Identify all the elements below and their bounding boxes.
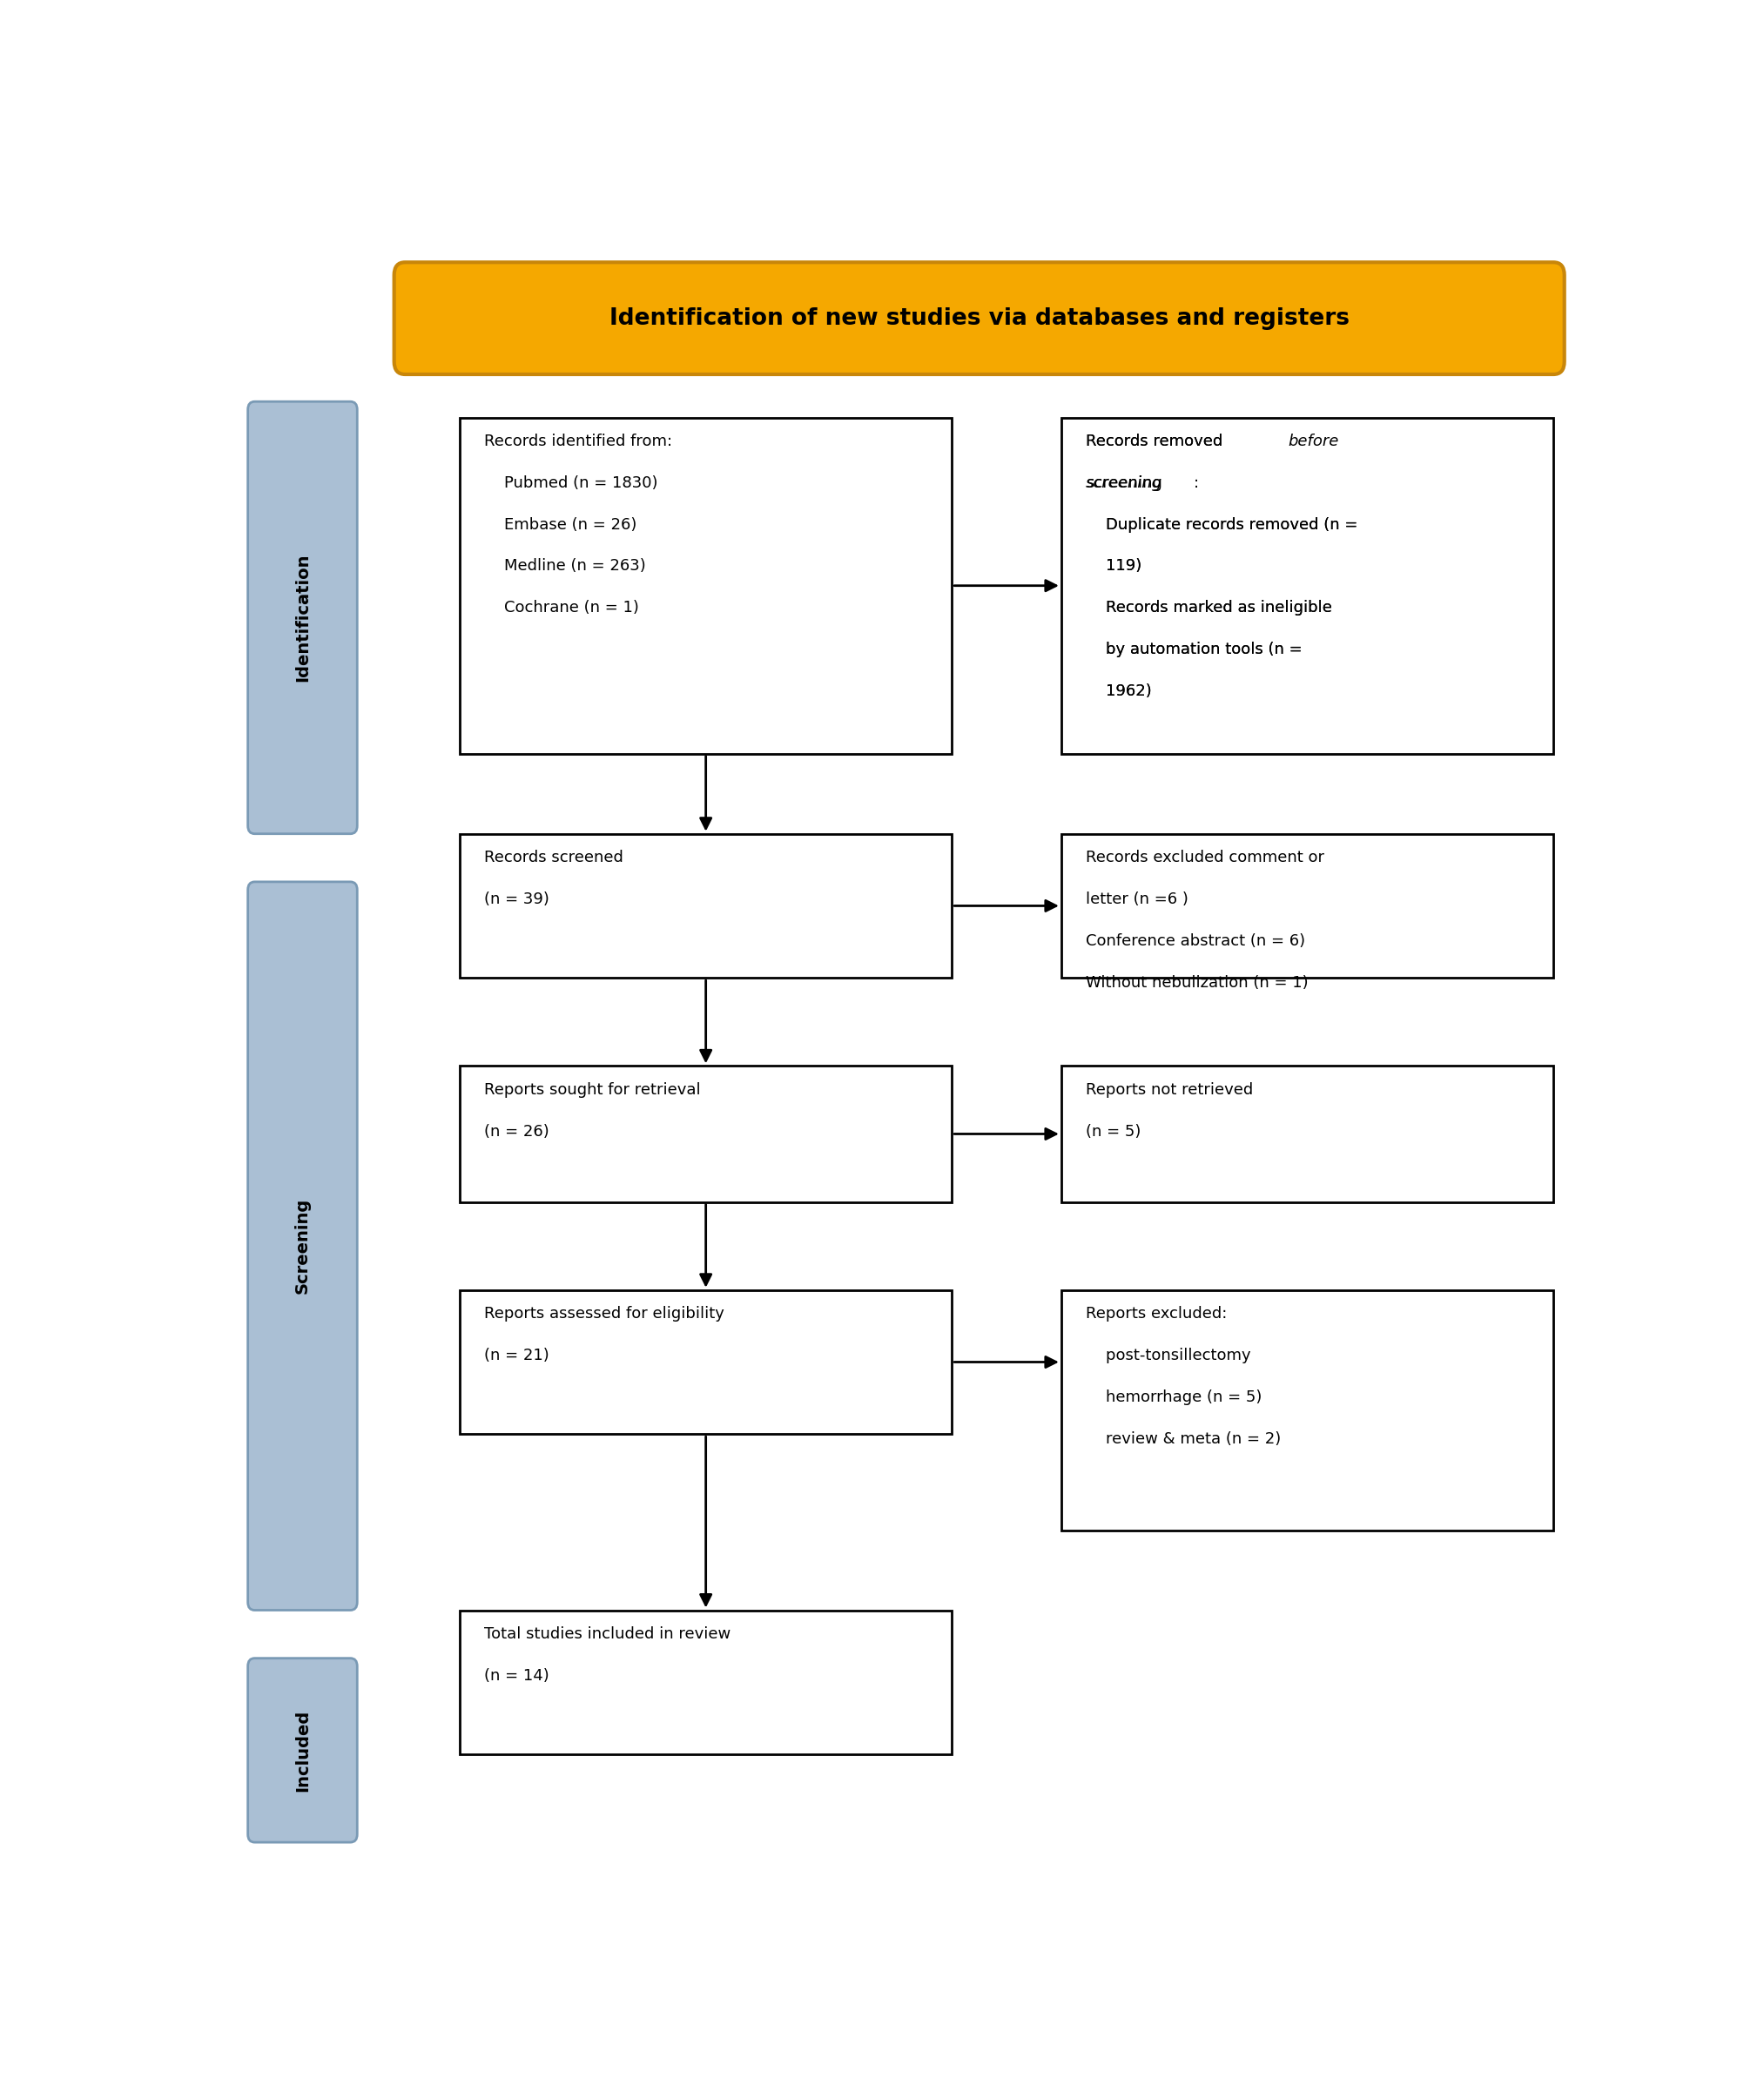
Text: 1962): 1962): [1087, 684, 1152, 699]
Text: by automation tools (n =: by automation tools (n =: [1087, 642, 1302, 657]
Text: Identification of new studies via databases and registers: Identification of new studies via databa…: [609, 308, 1349, 331]
Text: by automation tools (n =: by automation tools (n =: [1087, 642, 1302, 657]
FancyBboxPatch shape: [460, 418, 953, 755]
Text: (n = 14): (n = 14): [485, 1667, 549, 1684]
Text: Records marked as ineligible: Records marked as ineligible: [1087, 601, 1332, 615]
Text: Records marked as ineligible: Records marked as ineligible: [1087, 601, 1332, 615]
Text: Records removed: Records removed: [1087, 435, 1228, 449]
Text: Reports assessed for eligibility: Reports assessed for eligibility: [485, 1306, 725, 1322]
Text: screening: screening: [1087, 476, 1162, 491]
FancyBboxPatch shape: [1062, 418, 1554, 755]
Text: (n = 26): (n = 26): [485, 1123, 549, 1139]
Text: Records removed: Records removed: [1087, 435, 1228, 449]
Text: before: before: [1288, 435, 1339, 449]
Text: Total studies included in review: Total studies included in review: [485, 1626, 730, 1642]
FancyBboxPatch shape: [247, 881, 358, 1609]
Text: Duplicate records removed (n =: Duplicate records removed (n =: [1087, 518, 1358, 532]
FancyBboxPatch shape: [1062, 834, 1554, 977]
FancyBboxPatch shape: [460, 834, 953, 977]
FancyBboxPatch shape: [460, 1609, 953, 1755]
Text: Cochrane (n = 1): Cochrane (n = 1): [485, 601, 639, 615]
Text: Conference abstract (n = 6): Conference abstract (n = 6): [1087, 933, 1305, 948]
FancyBboxPatch shape: [460, 1289, 953, 1435]
Text: Records identified from:: Records identified from:: [485, 435, 672, 449]
FancyBboxPatch shape: [460, 1067, 953, 1202]
Text: Without nebulization (n = 1): Without nebulization (n = 1): [1087, 975, 1309, 990]
Text: :: :: [1194, 476, 1200, 491]
Text: 119): 119): [1087, 559, 1141, 574]
Text: hemorrhage (n = 5): hemorrhage (n = 5): [1087, 1389, 1261, 1405]
Text: Records excluded comment or: Records excluded comment or: [1087, 850, 1325, 865]
Text: (n = 5): (n = 5): [1087, 1123, 1141, 1139]
Text: 119): 119): [1087, 559, 1141, 574]
FancyBboxPatch shape: [1062, 1289, 1554, 1530]
Text: 1962): 1962): [1087, 684, 1152, 699]
Text: Included: Included: [295, 1709, 310, 1792]
Text: Reports not retrieved: Reports not retrieved: [1087, 1081, 1252, 1098]
FancyBboxPatch shape: [1062, 1067, 1554, 1202]
Text: letter (n =6 ): letter (n =6 ): [1087, 892, 1189, 906]
FancyBboxPatch shape: [247, 1659, 358, 1842]
Text: Reports sought for retrieval: Reports sought for retrieval: [485, 1081, 700, 1098]
Text: Screening: Screening: [295, 1198, 310, 1293]
Text: Pubmed (n = 1830): Pubmed (n = 1830): [485, 476, 658, 491]
FancyBboxPatch shape: [247, 401, 358, 834]
Text: (n = 21): (n = 21): [485, 1347, 549, 1364]
Text: post-tonsillectomy: post-tonsillectomy: [1087, 1347, 1251, 1364]
Text: review & meta (n = 2): review & meta (n = 2): [1087, 1430, 1281, 1447]
Text: screening: screening: [1087, 476, 1162, 491]
Text: Duplicate records removed (n =: Duplicate records removed (n =: [1087, 518, 1358, 532]
FancyBboxPatch shape: [393, 262, 1565, 374]
Text: Identification: Identification: [295, 553, 310, 682]
Text: Records screened: Records screened: [485, 850, 623, 865]
Text: (n = 39): (n = 39): [485, 892, 550, 906]
Text: Embase (n = 26): Embase (n = 26): [485, 518, 637, 532]
Text: Medline (n = 263): Medline (n = 263): [485, 559, 646, 574]
Text: Reports excluded:: Reports excluded:: [1087, 1306, 1228, 1322]
